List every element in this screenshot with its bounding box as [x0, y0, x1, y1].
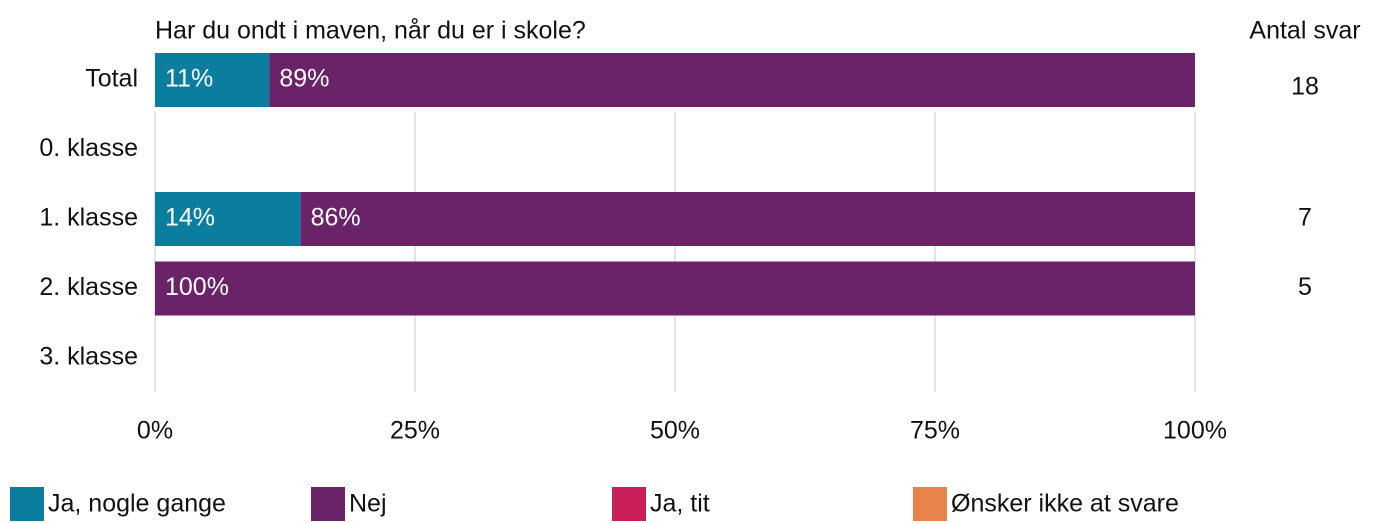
legend-label: Ja, tit [650, 490, 710, 518]
y-tick-label: 2. klasse [39, 273, 138, 301]
value-label: 89% [279, 65, 329, 93]
count-label: 5 [1298, 273, 1312, 301]
bar-segment [155, 192, 301, 246]
value-label: 86% [311, 204, 361, 232]
bar-segment [269, 53, 1195, 107]
legend-swatch [311, 487, 345, 521]
y-tick-label: 0. klasse [39, 134, 138, 162]
value-label: 11% [165, 65, 213, 93]
legend-swatch [913, 487, 947, 521]
y-tick-label: Total [85, 65, 138, 93]
legend-swatch [612, 487, 646, 521]
x-tick-label: 25% [390, 417, 440, 445]
bar-segment [155, 261, 1195, 316]
x-tick-label: 75% [910, 417, 960, 445]
x-tick-label: 100% [1163, 417, 1227, 445]
legend-label: Ønsker ikke at svare [951, 490, 1179, 518]
legend-swatch [10, 487, 44, 521]
value-label: 14% [165, 204, 215, 232]
chart-title: Har du ondt i maven, når du er i skole? [155, 17, 586, 45]
bar-segment [155, 53, 270, 107]
legend-label: Ja, nogle gange [48, 490, 226, 518]
count-label: 7 [1298, 204, 1312, 232]
counts-title: Antal svar [1249, 17, 1360, 45]
y-tick-label: 1. klasse [39, 204, 138, 232]
y-tick-label: 3. klasse [39, 343, 138, 371]
bar-segment [300, 192, 1196, 246]
legend-label: Nej [349, 490, 387, 518]
x-tick-label: 0% [137, 417, 173, 445]
value-label: 100% [165, 273, 229, 301]
x-tick-label: 50% [650, 417, 700, 445]
count-label: 18 [1291, 73, 1319, 101]
